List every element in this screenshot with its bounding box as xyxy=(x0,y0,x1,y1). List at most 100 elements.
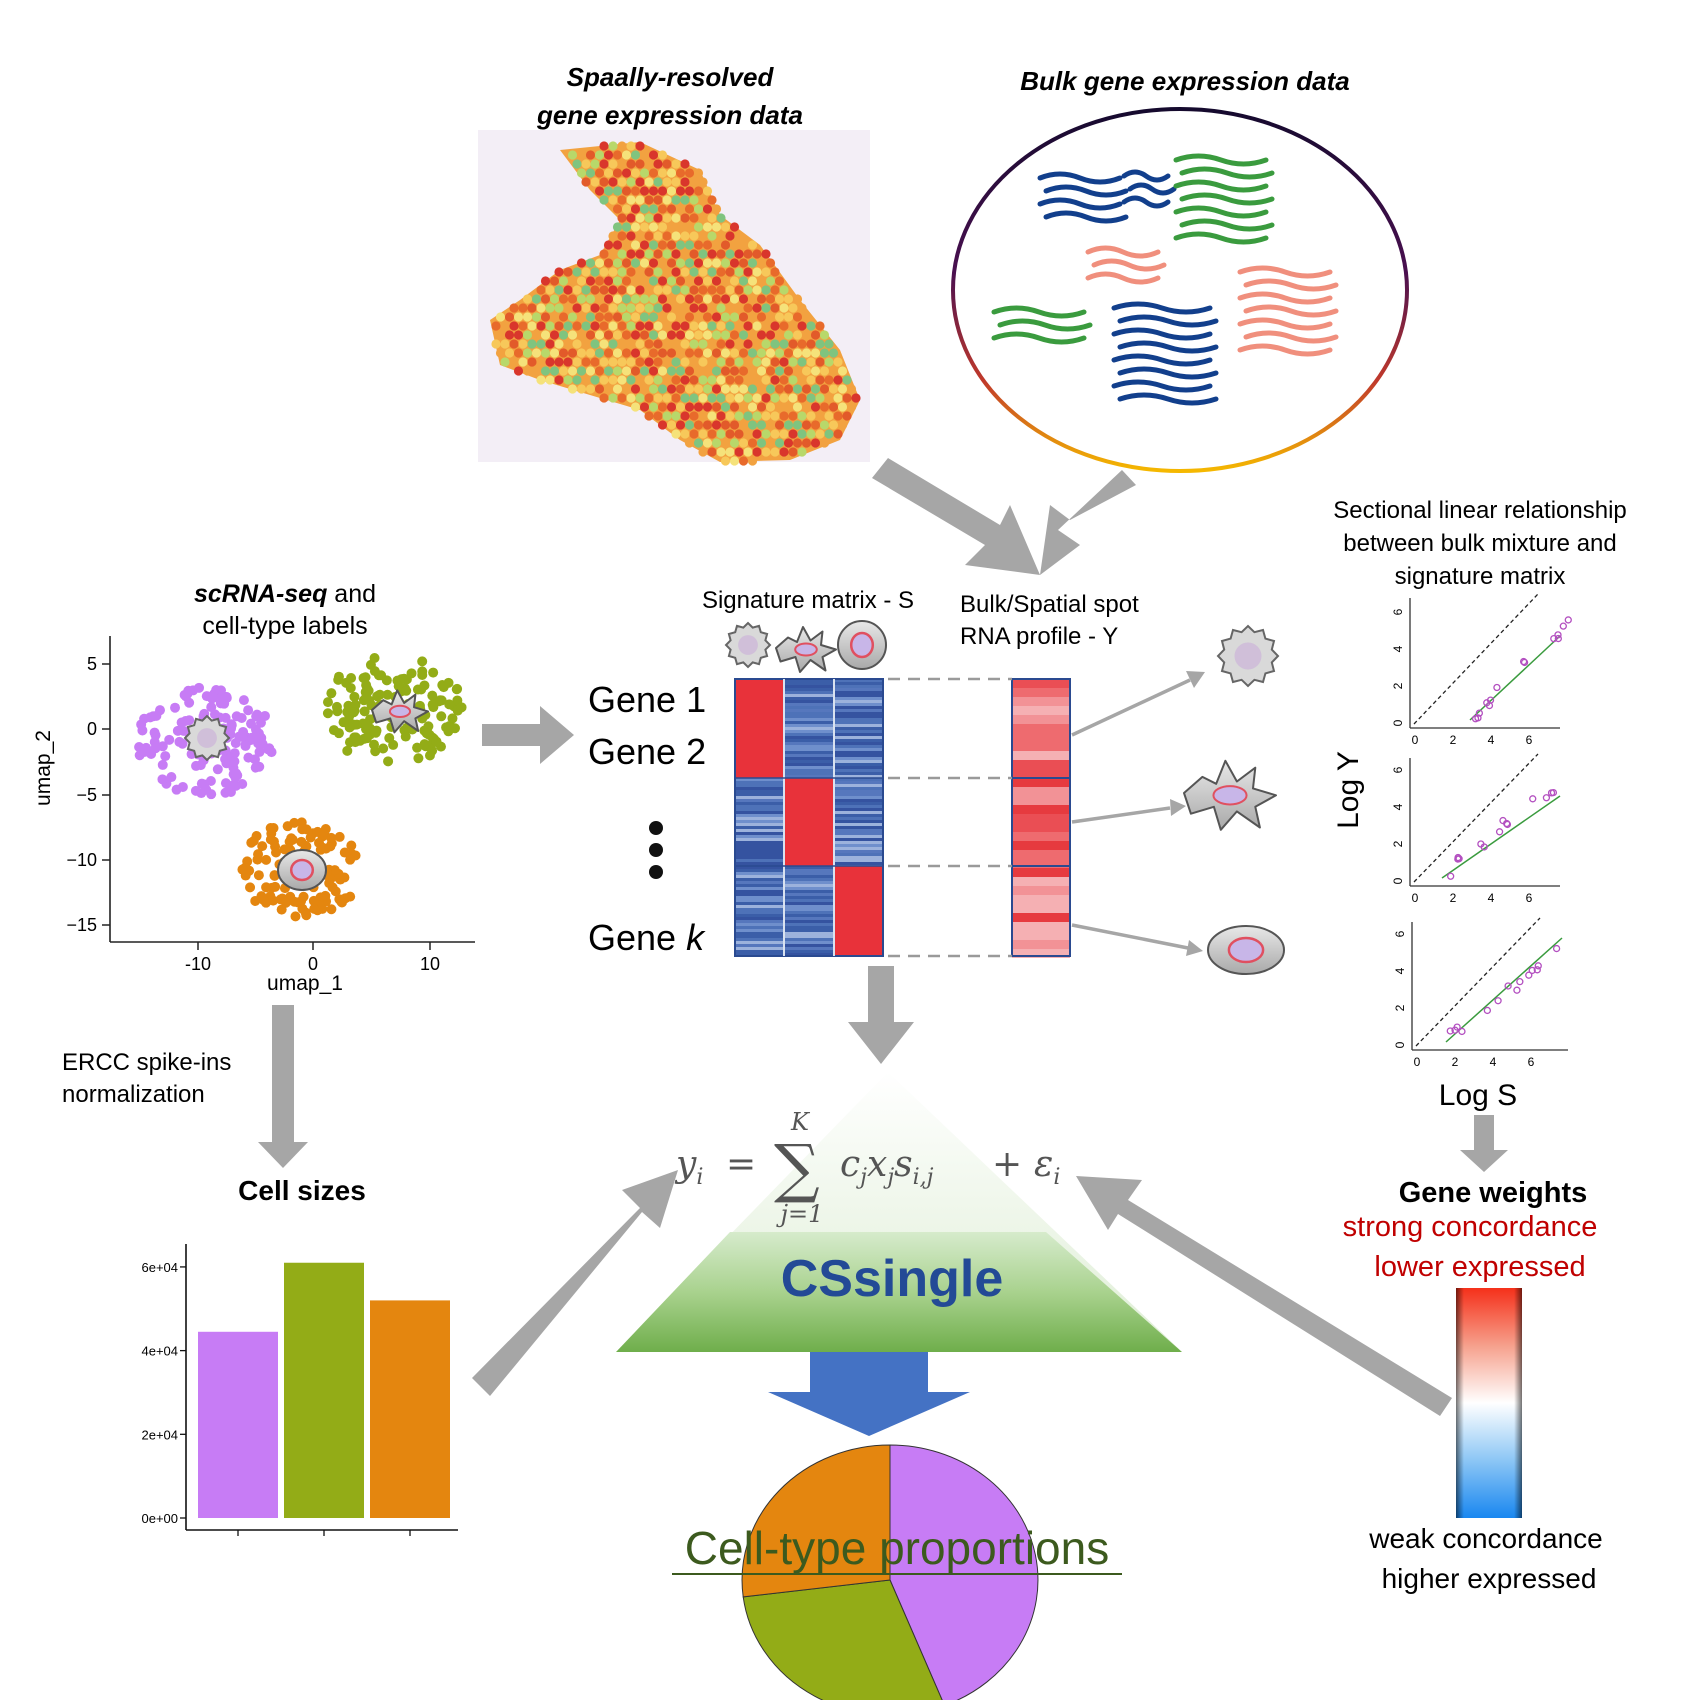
umap-point xyxy=(287,834,298,845)
tissue-spot xyxy=(684,348,695,358)
umap-point xyxy=(320,890,331,901)
tissue-spot xyxy=(680,411,690,421)
tissue-spot xyxy=(567,312,578,322)
tissue-spot xyxy=(603,294,614,304)
tissue-spot xyxy=(833,393,843,403)
scatter-x-tick-label: 0 xyxy=(1414,1055,1421,1069)
tissue-spot xyxy=(563,339,573,349)
tissue-spot xyxy=(675,240,686,250)
umap-point xyxy=(290,911,301,922)
profile-cell xyxy=(1012,940,1070,949)
tissue-spot xyxy=(653,267,663,277)
umap-point xyxy=(359,706,370,717)
tissue-spot xyxy=(765,384,776,394)
tissue-spot xyxy=(792,438,803,448)
tissue-spot xyxy=(752,267,762,277)
tissue-spot xyxy=(774,294,785,304)
identity-line xyxy=(1413,593,1539,725)
tissue-spot xyxy=(761,303,771,313)
tissue-spot xyxy=(590,159,600,169)
tissue-spot xyxy=(572,303,582,313)
scatter-x-tick-label: 6 xyxy=(1528,1055,1535,1069)
tissue-spot xyxy=(581,303,591,313)
tissue-spot xyxy=(594,348,605,358)
scatter-point xyxy=(1447,872,1455,880)
signature-cell-low xyxy=(735,899,784,902)
bulk-expression-panel: Bulk gene expression data xyxy=(951,66,1409,473)
umap-point xyxy=(146,749,157,760)
tissue-spot xyxy=(635,285,645,295)
tissue-spot xyxy=(608,339,618,349)
tissue-spot xyxy=(689,303,699,313)
umap-point xyxy=(229,756,240,767)
tissue-spot xyxy=(765,330,776,340)
tissue-spot xyxy=(743,267,753,277)
tissue-spot xyxy=(693,186,704,196)
tissue-spot xyxy=(792,312,803,322)
tissue-spot xyxy=(734,447,744,457)
scatter-x-tick-label: 4 xyxy=(1488,891,1495,905)
tissue-spot xyxy=(716,249,726,259)
umap-point xyxy=(444,699,455,710)
umap-point xyxy=(180,715,191,726)
tissue-spot xyxy=(626,195,636,205)
tissue-spot xyxy=(522,366,533,376)
tissue-spot xyxy=(698,249,708,259)
tissue-spot xyxy=(567,366,578,376)
tissue-spot xyxy=(743,339,753,349)
umap-y-tick-label: 0 xyxy=(87,719,97,739)
gene-2-label: Gene 2 xyxy=(588,731,706,772)
tissue-spot xyxy=(612,258,623,268)
umap-point xyxy=(436,695,447,706)
tissue-spot xyxy=(815,357,825,367)
tissue-spot xyxy=(752,411,762,421)
tissue-spot xyxy=(797,429,807,439)
umap-point xyxy=(326,904,337,915)
tissue-spot xyxy=(752,375,762,385)
sectional-line3: signature matrix xyxy=(1395,563,1566,590)
tissue-spot xyxy=(576,276,587,286)
tissue-spot xyxy=(567,150,578,160)
tissue-spot xyxy=(810,438,821,448)
tissue-spot xyxy=(612,276,623,286)
tissue-spot xyxy=(581,159,591,169)
tissue-spot xyxy=(563,285,573,295)
signature-cell-low xyxy=(735,787,784,790)
tissue-spot xyxy=(779,285,789,295)
tissue-spot xyxy=(536,339,546,349)
signature-cell-low xyxy=(735,793,784,796)
umap-point xyxy=(297,824,308,835)
tissue-spot xyxy=(689,429,699,439)
tissue-spot xyxy=(675,402,686,412)
scatter-point xyxy=(1480,843,1488,851)
umap-point xyxy=(330,886,341,897)
tissue-spot xyxy=(788,411,798,421)
signature-cell-low xyxy=(735,881,784,884)
tissue-spot xyxy=(743,429,753,439)
tissue-spot xyxy=(689,267,699,277)
signature-cell-low xyxy=(735,929,784,932)
tissue-spot xyxy=(626,141,636,151)
tissue-spot xyxy=(788,357,798,367)
tissue-spot xyxy=(720,258,731,268)
tissue-spot xyxy=(810,420,821,430)
tissue-spot xyxy=(680,339,690,349)
tissue-spot xyxy=(684,438,695,448)
tissue-spot xyxy=(684,168,695,178)
tissue-spot xyxy=(585,258,596,268)
signature-cell-low xyxy=(834,820,883,823)
formula-upper-limit: K xyxy=(790,1108,811,1136)
formula-s-sub: i,j xyxy=(913,1165,934,1190)
spatial-expression-panel: Spaally-resolved gene expression data xyxy=(478,62,870,466)
signature-cell-low xyxy=(784,920,833,923)
tissue-spot xyxy=(657,312,668,322)
tissue-spot xyxy=(666,222,677,232)
tissue-spot xyxy=(747,384,758,394)
scatter-y-tick-label: 4 xyxy=(1393,967,1407,974)
tissue-spot xyxy=(635,393,645,403)
tissue-spot xyxy=(729,456,740,466)
signature-cell-low xyxy=(834,697,883,700)
tissue-spot xyxy=(585,150,596,160)
tissue-spot xyxy=(563,375,573,385)
tissue-spot xyxy=(563,321,573,331)
